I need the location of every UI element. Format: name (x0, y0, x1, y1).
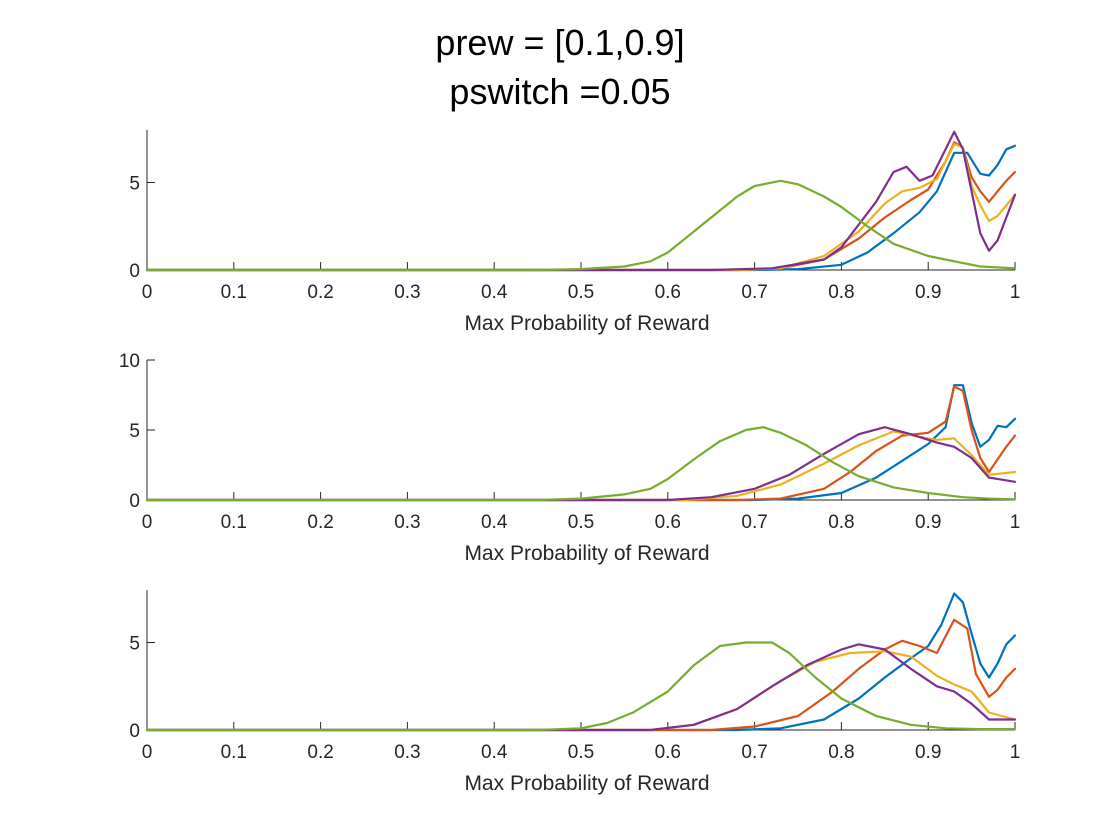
x-axis-label: Max Probability of Reward (464, 772, 709, 795)
x-tick-label: 0 (142, 512, 153, 533)
x-tick-label: 0.7 (741, 512, 767, 533)
x-tick-label: 0.2 (307, 282, 333, 303)
x-tick-label: 0.1 (221, 282, 247, 303)
x-tick-label: 0.4 (481, 512, 508, 533)
figure-title: prew = [0.1,0.9] pswitch =0.05 (435, 22, 684, 112)
title-line-2: pswitch =0.05 (449, 71, 670, 112)
x-tick-label: 0.2 (307, 512, 333, 533)
series-line-orange (145, 618, 1017, 732)
series-line-green (145, 179, 1017, 272)
series-line-yellow (145, 430, 1017, 502)
x-tick-label: 0.8 (828, 742, 854, 763)
y-tick-label: 5 (129, 174, 140, 195)
x-tick-label: 0.9 (915, 512, 941, 533)
series-line-orange (145, 141, 1017, 272)
y-tick-label: 5 (129, 634, 140, 655)
x-tick-label: 0.5 (568, 512, 594, 533)
x-axis-label: Max Probability of Reward (464, 312, 709, 335)
x-tick-label: 0.9 (915, 742, 941, 763)
x-tick-label: 0.4 (481, 742, 508, 763)
series-line-yellow (145, 142, 1017, 272)
x-tick-label: 0.1 (221, 742, 247, 763)
y-tick-label: 0 (129, 721, 140, 742)
x-axis-label: Max Probability of Reward (464, 542, 709, 565)
series-line-blue (145, 384, 1017, 502)
title-line-1: prew = [0.1,0.9] (435, 22, 684, 63)
y-tick-label: 0 (129, 491, 140, 512)
x-tick-label: 0.8 (828, 512, 854, 533)
x-tick-label: 0.8 (828, 282, 854, 303)
y-tick-label: 10 (119, 351, 140, 372)
series-line-green (145, 641, 1017, 732)
x-tick-label: 0.3 (394, 282, 420, 303)
x-tick-label: 0.1 (221, 512, 247, 533)
series-line-purple (145, 426, 1017, 502)
x-tick-label: 0.4 (481, 282, 508, 303)
x-tick-label: 0.7 (741, 742, 767, 763)
x-tick-label: 0.5 (568, 282, 594, 303)
series-line-purple (145, 130, 1017, 272)
series-line-blue (145, 592, 1017, 732)
y-tick-label: 0 (129, 261, 140, 282)
x-tick-label: 0.6 (655, 282, 681, 303)
x-tick-label: 1 (1010, 512, 1021, 533)
subplot-bottom: 0 0.1 0.2 0.3 0.4 0.5 0.6 0.7 0.8 0.9 1 0 5 Max Proba… (129, 590, 1020, 795)
subplot-top: 0 0.1 0.2 0.3 0.4 0.5 0.6 0.7 0.8 0.9 1 0 5 Max Proba… (129, 130, 1020, 335)
x-tick-label: 0.6 (655, 742, 681, 763)
x-tick-label: 1 (1010, 742, 1021, 763)
x-tick-label: 0 (142, 282, 153, 303)
series-line-green (145, 426, 1017, 502)
series-line-orange (145, 385, 1017, 502)
x-tick-label: 0.5 (568, 742, 594, 763)
x-tick-label: 0.2 (307, 742, 333, 763)
x-tick-label: 0.6 (655, 512, 681, 533)
series-line-purple (145, 643, 1017, 732)
x-tick-label: 0.3 (394, 742, 420, 763)
x-tick-label: 0 (142, 742, 153, 763)
x-tick-label: 0.9 (915, 282, 941, 303)
x-tick-label: 1 (1010, 282, 1021, 303)
y-tick-label: 5 (129, 421, 140, 442)
x-tick-label: 0.3 (394, 512, 420, 533)
series-line-blue (145, 144, 1017, 272)
x-tick-label: 0.7 (741, 282, 767, 303)
